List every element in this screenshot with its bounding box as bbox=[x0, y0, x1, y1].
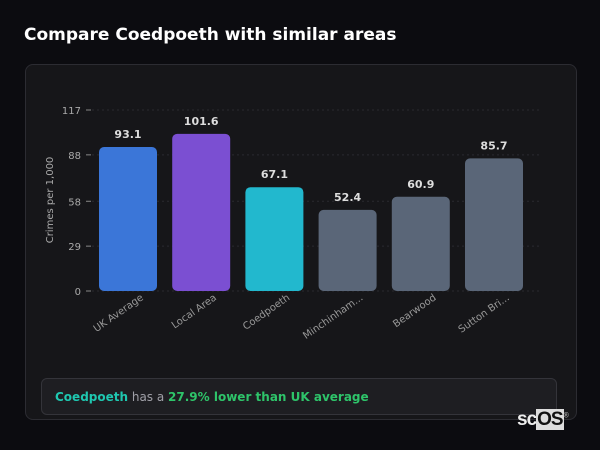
logo: scOS® bbox=[517, 409, 569, 430]
bar bbox=[172, 133, 231, 291]
bar bbox=[99, 146, 157, 291]
y-tick-label: 117 bbox=[62, 106, 81, 117]
x-tick-label: UK Average bbox=[92, 292, 146, 334]
summary-box: Coedpoeth has a 27.9% lower than UK aver… bbox=[41, 378, 557, 415]
data-label: 101.6 bbox=[184, 115, 219, 128]
data-label: 93.1 bbox=[114, 128, 141, 141]
y-tick-label: 58 bbox=[68, 197, 81, 208]
data-label: 67.1 bbox=[261, 168, 288, 181]
y-tick-label: 88 bbox=[68, 151, 81, 162]
data-label: 85.7 bbox=[480, 139, 507, 152]
x-tick-label: Minchinham... bbox=[301, 292, 365, 341]
bar bbox=[465, 158, 523, 291]
x-tick-label: Local Area bbox=[170, 292, 219, 331]
bar bbox=[245, 187, 304, 291]
summary-text: has a bbox=[128, 390, 169, 404]
bar bbox=[318, 209, 377, 291]
y-tick-label: 0 bbox=[75, 287, 81, 298]
x-tick-label: Coedpoeth bbox=[241, 292, 292, 332]
summary-highlight: 27.9% lower than UK average bbox=[168, 390, 369, 404]
data-label: 60.9 bbox=[407, 178, 434, 191]
bar bbox=[391, 196, 450, 291]
data-label: 52.4 bbox=[334, 191, 361, 204]
summary-area: Coedpoeth bbox=[55, 390, 129, 404]
x-tick-label: Sutton Bri... bbox=[457, 292, 512, 335]
page-title: Compare Coedpoeth with similar areas bbox=[24, 25, 397, 45]
y-tick-label: 29 bbox=[68, 242, 81, 253]
y-axis-label: Crimes per 1,000 bbox=[45, 157, 56, 244]
x-tick-label: Bearwood bbox=[391, 292, 438, 330]
